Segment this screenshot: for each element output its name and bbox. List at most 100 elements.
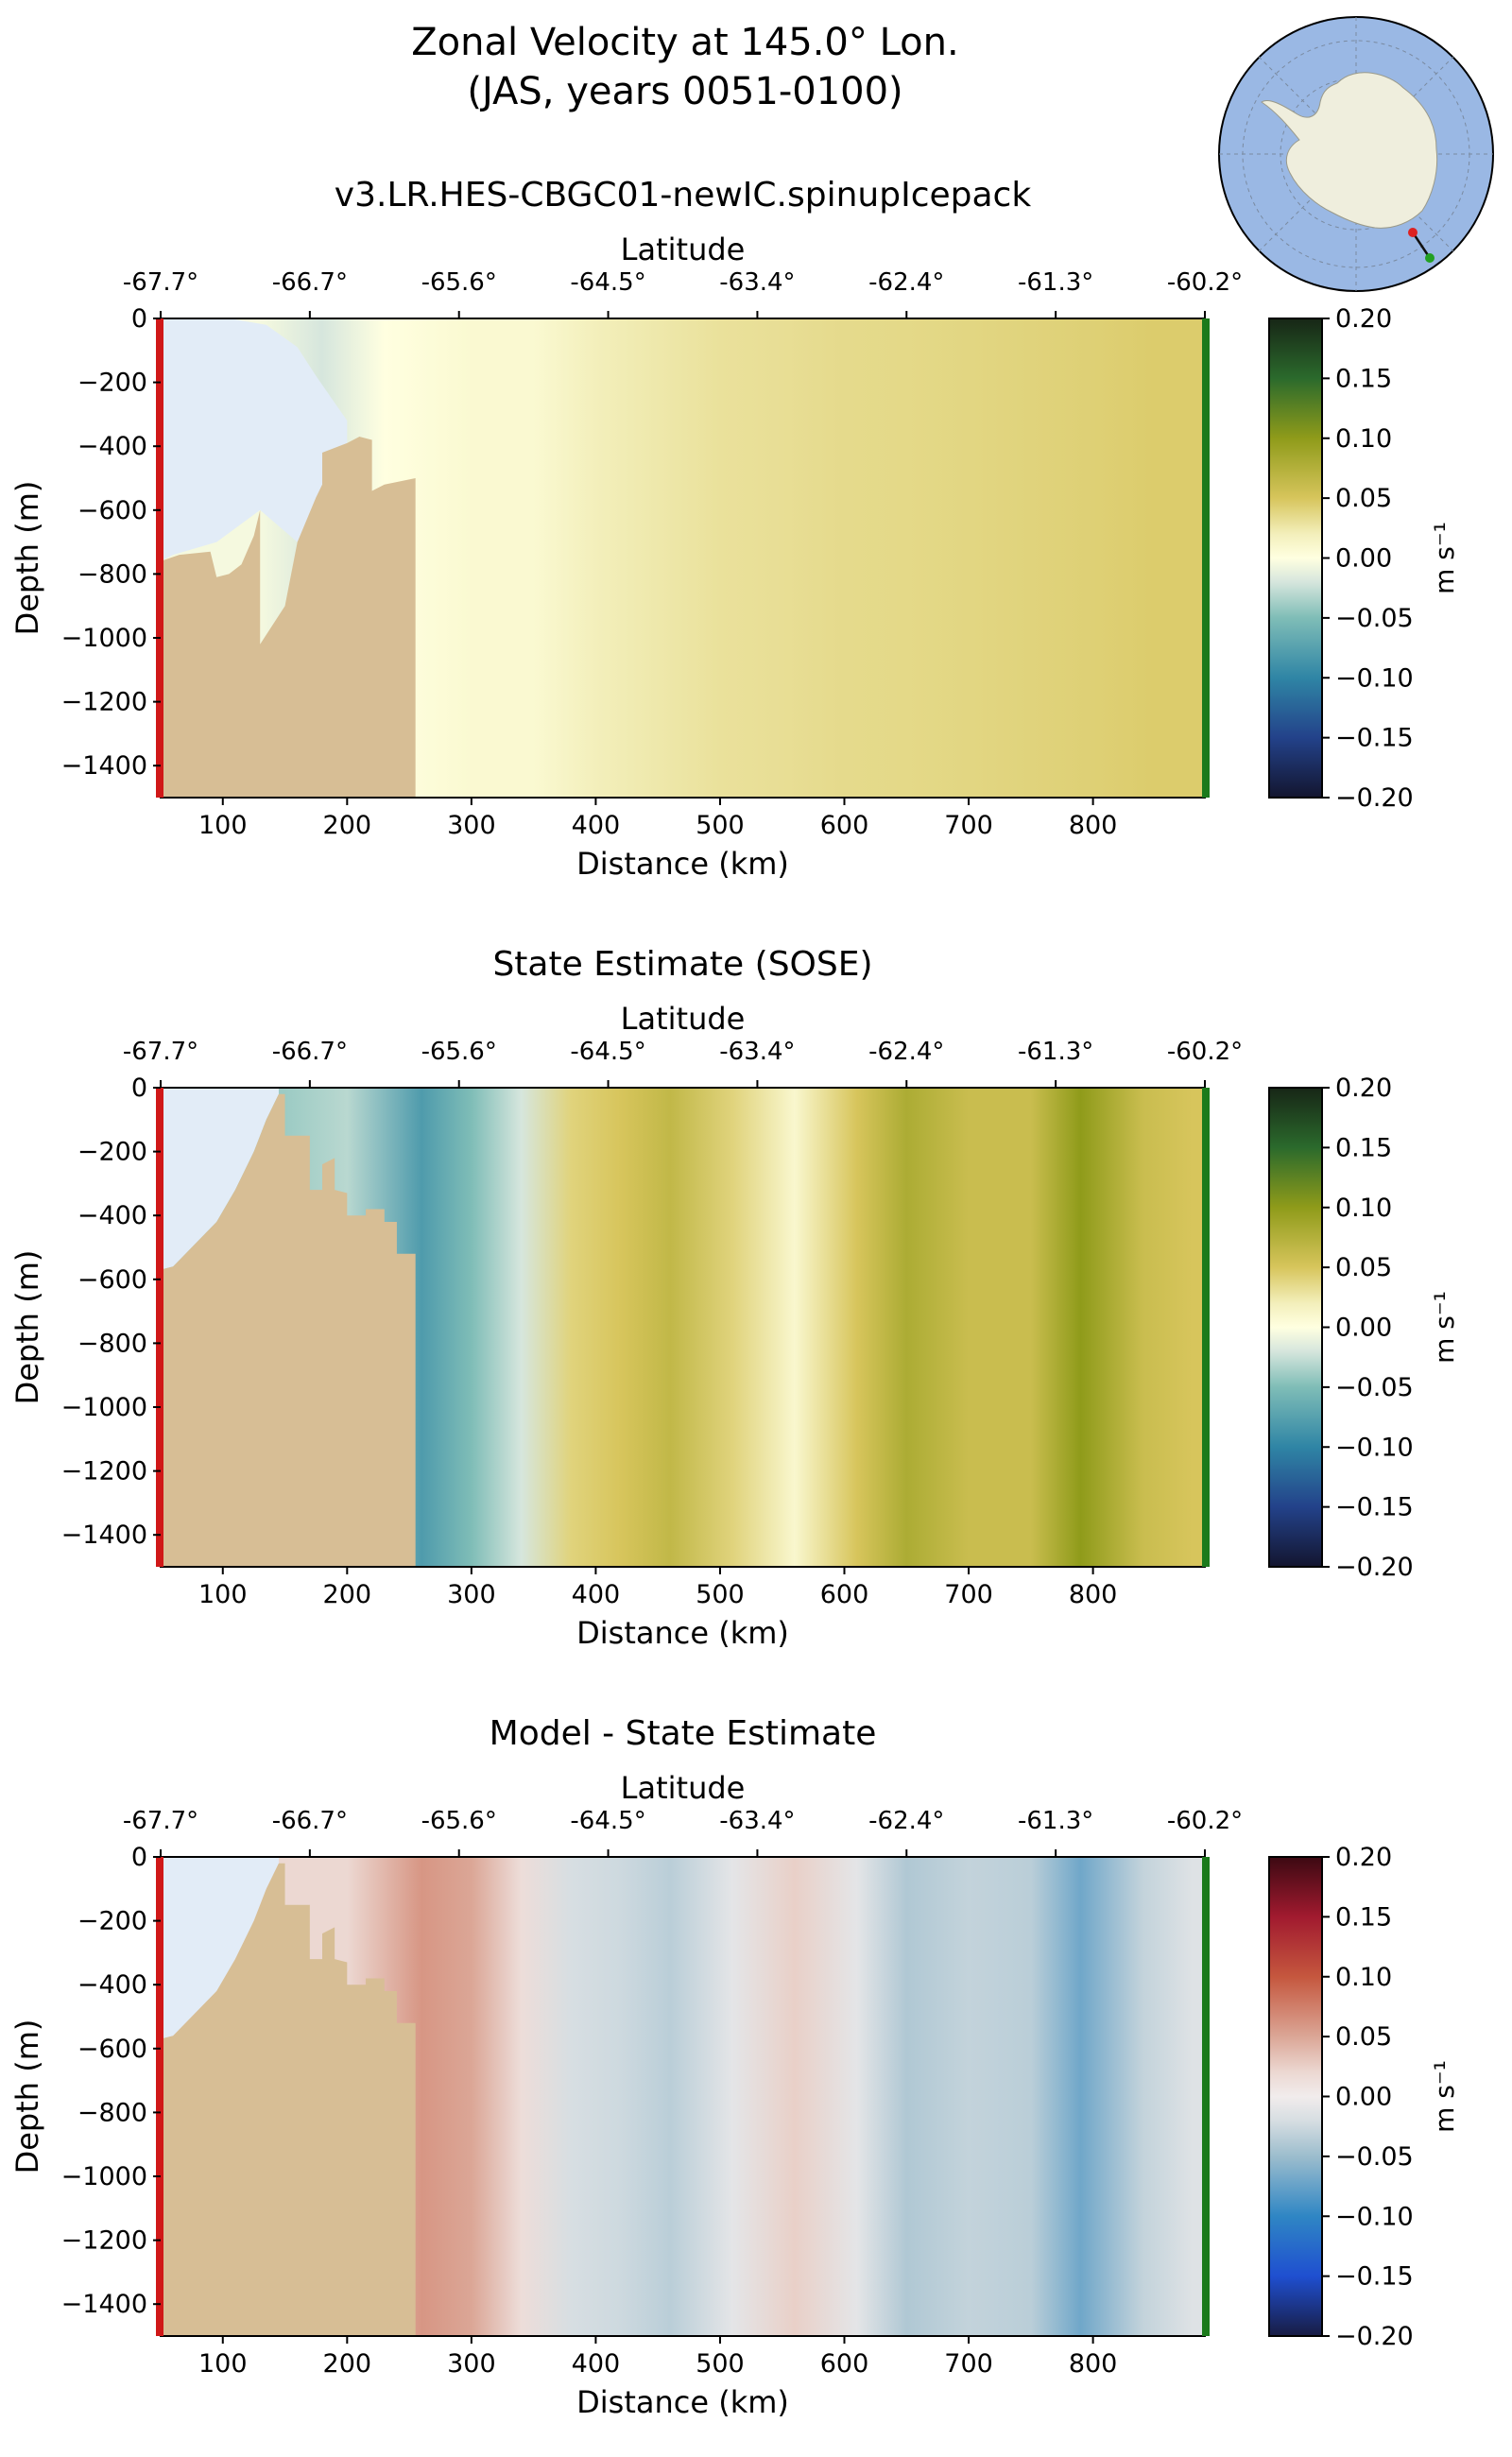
lat-tick-label: -60.2° (1167, 268, 1243, 297)
panel-1: v3.LR.HES-CBGC01-newIC.spinupIcepack Lati… (9, 176, 1460, 882)
colorbar-tick-label: 0.15 (1335, 1133, 1392, 1162)
y-tick-label: −200 (77, 1907, 147, 1936)
colorbar-tick-label: 0.15 (1335, 364, 1392, 393)
colorbar-tick-label: −0.05 (1335, 2142, 1414, 2172)
lat-tick-label: -67.7° (123, 1807, 198, 1835)
colorbar-tick-label: −0.05 (1335, 1373, 1414, 1402)
colorbar-tick-label: 0.20 (1335, 1074, 1392, 1103)
colorbar-tick-label: 0.15 (1335, 1902, 1392, 1932)
section-line (1411, 232, 1432, 259)
figure-title-line2: (JAS, years 0051-0100) (467, 70, 902, 113)
lat-tick-label: -62.4° (868, 1807, 944, 1835)
bathymetry (161, 1093, 416, 1567)
colorbar-tick-label: 0.05 (1335, 2022, 1392, 2052)
colorbar (1268, 1087, 1323, 1568)
y-tick-label: −600 (77, 496, 147, 525)
y-tick-label: 0 (131, 304, 147, 334)
y-tick-label: −1200 (61, 688, 147, 717)
panel-title: Model - State Estimate (490, 1714, 877, 1753)
panel-2: State Estimate (SOSE) Latitude -67.7° -66.7… (9, 945, 1460, 1651)
y-tick-label: −200 (77, 1138, 147, 1167)
bathymetry (161, 437, 416, 798)
colorbar-tick-label: −0.20 (1335, 1553, 1414, 1582)
x-tick-label: 500 (696, 2349, 745, 2379)
x-axis-label: Distance (km) (576, 846, 789, 882)
y-tick-label: −200 (77, 369, 147, 398)
lat-tick-label: -63.4° (719, 1807, 795, 1835)
section-start-marker (1408, 228, 1418, 237)
x-tick-label: 700 (944, 811, 993, 840)
colorbar-tick-label: 0.10 (1335, 424, 1392, 454)
y-tick-label: −1400 (61, 751, 147, 781)
latitude-axis-label: Latitude (621, 1770, 746, 1806)
y-axis-label: Depth (m) (9, 481, 45, 636)
y-tick-label: −800 (77, 2098, 147, 2127)
lat-tick-label: -64.5° (570, 268, 645, 297)
x-tick-label: 300 (447, 811, 496, 840)
lat-tick-label: -60.2° (1167, 1807, 1243, 1835)
section-start-bar (156, 1857, 163, 2336)
colorbar-tick-label: 0.10 (1335, 1963, 1392, 1992)
x-tick-label: 200 (323, 811, 372, 840)
y-tick-label: −1000 (61, 624, 147, 653)
latitude-axis-label: Latitude (621, 232, 746, 267)
colorbar-label: m s⁻¹ (1429, 1291, 1460, 1364)
y-axis-label: Depth (m) (9, 1250, 45, 1405)
antarctica-landmass (1261, 72, 1438, 229)
map-inset (1218, 16, 1494, 292)
y-tick-label: −400 (77, 1201, 147, 1230)
colorbar-tick-label: 0.00 (1335, 2083, 1392, 2112)
lat-tick-label: -65.6° (421, 1038, 497, 1066)
y-tick-label: −600 (77, 1265, 147, 1295)
x-tick-label: 800 (1069, 2349, 1118, 2379)
y-tick-label: −1400 (61, 2290, 147, 2319)
y-tick-label: −1000 (61, 2162, 147, 2191)
x-tick-label: 100 (198, 1580, 248, 1609)
y-tick-label: −800 (77, 1329, 147, 1358)
x-tick-label: 400 (572, 1580, 621, 1609)
bathymetry (161, 1863, 416, 2336)
lat-tick-label: -64.5° (570, 1038, 645, 1066)
x-axis-label: Distance (km) (576, 2384, 789, 2420)
x-tick-label: 400 (572, 2349, 621, 2379)
lat-tick-label: -62.4° (868, 1038, 944, 1066)
colorbar-tick-label: 0.00 (1335, 1314, 1392, 1343)
figure-title-line1: Zonal Velocity at 145.0° Lon. (411, 21, 958, 64)
x-tick-label: 500 (696, 1580, 745, 1609)
x-tick-label: 100 (198, 811, 248, 840)
x-tick-label: 600 (820, 2349, 869, 2379)
section-end-bar (1202, 318, 1210, 798)
x-tick-label: 600 (820, 1580, 869, 1609)
x-tick-label: 300 (447, 1580, 496, 1609)
colorbar-tick-label: −0.05 (1335, 604, 1414, 633)
lat-tick-label: -67.7° (123, 1038, 198, 1066)
y-tick-label: −1200 (61, 1457, 147, 1486)
lat-tick-label: -61.3° (1018, 1807, 1093, 1835)
x-tick-label: 700 (944, 2349, 993, 2379)
colorbar-tick-label: 0.05 (1335, 1253, 1392, 1282)
panel-title: v3.LR.HES-CBGC01-newIC.spinupIcepack (335, 176, 1032, 215)
colorbar (1268, 1856, 1323, 2337)
lat-tick-label: -67.7° (123, 268, 198, 297)
x-tick-label: 800 (1069, 1580, 1118, 1609)
lat-tick-label: -66.7° (272, 268, 348, 297)
colorbar-tick-label: 0.05 (1335, 484, 1392, 513)
x-tick-label: 400 (572, 811, 621, 840)
lat-tick-label: -65.6° (421, 268, 497, 297)
y-tick-label: −600 (77, 2035, 147, 2064)
x-tick-label: 300 (447, 2349, 496, 2379)
ice-shelf-region (161, 1857, 279, 2039)
lat-tick-label: -63.4° (719, 1038, 795, 1066)
x-axis-label: Distance (km) (576, 1615, 789, 1651)
lat-tick-label: -66.7° (272, 1038, 348, 1066)
colorbar-tick-label: −0.10 (1335, 663, 1414, 693)
section-start-bar (156, 1088, 163, 1567)
panel-title: State Estimate (SOSE) (492, 945, 872, 984)
lat-tick-label: -61.3° (1018, 1038, 1093, 1066)
x-tick-label: 700 (944, 1580, 993, 1609)
colorbar-tick-label: −0.15 (1335, 724, 1414, 753)
x-tick-label: 200 (323, 2349, 372, 2379)
y-tick-label: −1400 (61, 1521, 147, 1550)
y-tick-label: −400 (77, 432, 147, 461)
